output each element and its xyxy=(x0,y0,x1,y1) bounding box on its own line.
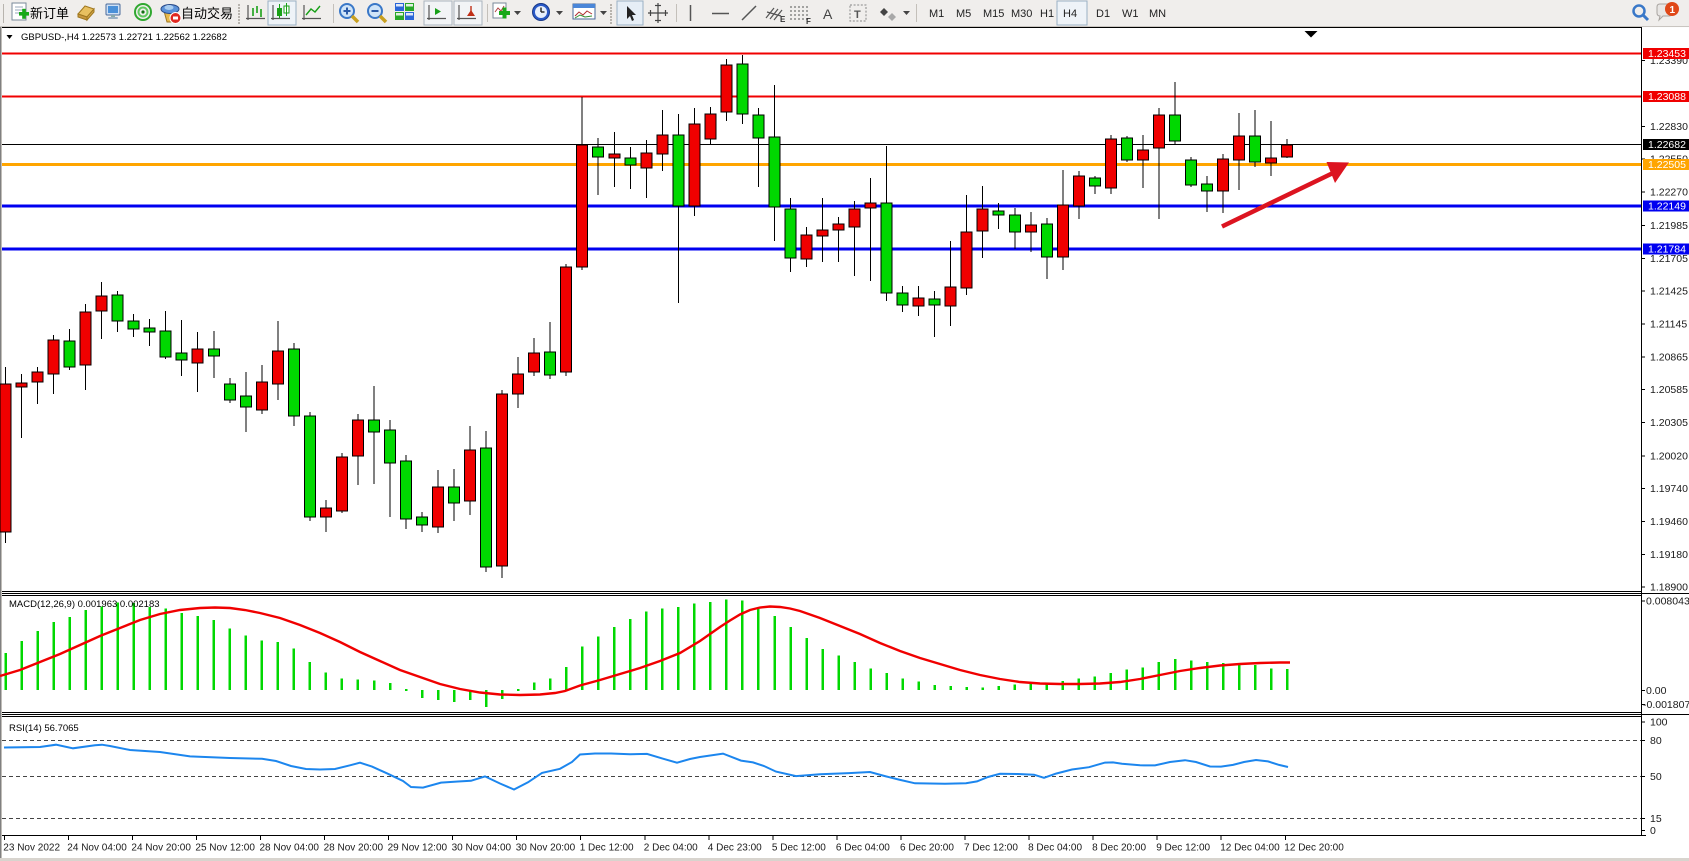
svg-text:MN: MN xyxy=(1149,8,1166,20)
svg-text:1.21784: 1.21784 xyxy=(1648,244,1686,256)
svg-text:1.21985: 1.21985 xyxy=(1650,220,1688,232)
svg-text:24 Nov 04:00: 24 Nov 04:00 xyxy=(67,843,127,854)
svg-text:0.008043: 0.008043 xyxy=(1646,596,1689,608)
svg-text:M15: M15 xyxy=(983,8,1004,20)
svg-text:1.19460: 1.19460 xyxy=(1650,516,1688,528)
svg-text:W1: W1 xyxy=(1122,8,1139,20)
svg-text:6 Dec 04:00: 6 Dec 04:00 xyxy=(836,843,890,854)
svg-text:M30: M30 xyxy=(1011,8,1032,20)
svg-text:0: 0 xyxy=(1650,825,1656,837)
svg-text:1.21705: 1.21705 xyxy=(1650,253,1688,265)
svg-text:-0.001807: -0.001807 xyxy=(1643,699,1689,711)
svg-text:1.19740: 1.19740 xyxy=(1650,483,1688,495)
svg-text:12 Dec 04:00: 12 Dec 04:00 xyxy=(1220,843,1280,854)
svg-text:M1: M1 xyxy=(929,8,944,20)
svg-text:5 Dec 12:00: 5 Dec 12:00 xyxy=(772,843,826,854)
svg-text:M5: M5 xyxy=(956,8,971,20)
svg-text:6 Dec 20:00: 6 Dec 20:00 xyxy=(900,843,954,854)
svg-text:30 Nov 20:00: 30 Nov 20:00 xyxy=(516,843,576,854)
svg-text:H4: H4 xyxy=(1063,8,1077,20)
svg-text:1.22505: 1.22505 xyxy=(1648,159,1686,171)
svg-text:25 Nov 12:00: 25 Nov 12:00 xyxy=(195,843,255,854)
svg-text:80: 80 xyxy=(1650,735,1662,747)
svg-text:1.20865: 1.20865 xyxy=(1650,351,1688,363)
svg-text:T: T xyxy=(854,9,861,21)
svg-text:1 Dec 12:00: 1 Dec 12:00 xyxy=(580,843,634,854)
svg-text:1.20020: 1.20020 xyxy=(1650,450,1688,462)
svg-text:1.21145: 1.21145 xyxy=(1650,318,1687,330)
svg-text:1.23088: 1.23088 xyxy=(1648,91,1686,103)
svg-text:30 Nov 04:00: 30 Nov 04:00 xyxy=(452,843,512,854)
svg-text:1: 1 xyxy=(1670,5,1676,16)
svg-text:E: E xyxy=(780,15,786,24)
svg-text:28 Nov 04:00: 28 Nov 04:00 xyxy=(260,843,320,854)
svg-text:12 Dec 20:00: 12 Dec 20:00 xyxy=(1284,843,1344,854)
svg-text:24 Nov 20:00: 24 Nov 20:00 xyxy=(131,843,191,854)
svg-text:23 Nov 2022: 23 Nov 2022 xyxy=(3,843,60,854)
svg-text:自动交易: 自动交易 xyxy=(181,6,233,21)
svg-text:RSI(14) 56.7065: RSI(14) 56.7065 xyxy=(9,723,79,734)
svg-text:28 Nov 20:00: 28 Nov 20:00 xyxy=(324,843,384,854)
svg-text:1.22270: 1.22270 xyxy=(1650,187,1688,199)
svg-text:8 Dec 04:00: 8 Dec 04:00 xyxy=(1028,843,1082,854)
svg-text:4 Dec 23:00: 4 Dec 23:00 xyxy=(708,843,762,854)
svg-text:29 Nov 12:00: 29 Nov 12:00 xyxy=(388,843,448,854)
svg-text:1.21425: 1.21425 xyxy=(1650,286,1688,298)
svg-text:GBPUSD-,H4 1.22573 1.22721 1.: GBPUSD-,H4 1.22573 1.22721 1.22562 1.226… xyxy=(21,32,227,43)
svg-text:MACD(12,26,9) 0.001963 0.00218: MACD(12,26,9) 0.001963 0.002183 xyxy=(9,599,160,610)
svg-text:15: 15 xyxy=(1650,813,1662,825)
svg-text:7 Dec 12:00: 7 Dec 12:00 xyxy=(964,843,1018,854)
svg-text:1.20305: 1.20305 xyxy=(1650,417,1688,429)
svg-text:50: 50 xyxy=(1650,771,1662,783)
svg-text:1.19180: 1.19180 xyxy=(1650,549,1688,561)
svg-text:1.20585: 1.20585 xyxy=(1650,384,1688,396)
svg-text:0.00: 0.00 xyxy=(1646,685,1667,697)
svg-text:2 Dec 04:00: 2 Dec 04:00 xyxy=(644,843,698,854)
svg-text:F: F xyxy=(806,17,811,26)
svg-text:9 Dec 12:00: 9 Dec 12:00 xyxy=(1156,843,1210,854)
svg-text:1.22149: 1.22149 xyxy=(1648,201,1686,213)
svg-text:8 Dec 20:00: 8 Dec 20:00 xyxy=(1092,843,1146,854)
svg-text:新订单: 新订单 xyxy=(30,6,69,21)
svg-text:1.23453: 1.23453 xyxy=(1648,48,1686,60)
svg-text:H1: H1 xyxy=(1040,8,1054,20)
svg-text:1.18900: 1.18900 xyxy=(1650,582,1688,594)
svg-text:D1: D1 xyxy=(1096,8,1110,20)
svg-text:1.22830: 1.22830 xyxy=(1650,121,1688,133)
svg-text:A: A xyxy=(823,6,833,22)
svg-text:100: 100 xyxy=(1650,717,1668,729)
svg-text:1.22682: 1.22682 xyxy=(1648,139,1686,151)
